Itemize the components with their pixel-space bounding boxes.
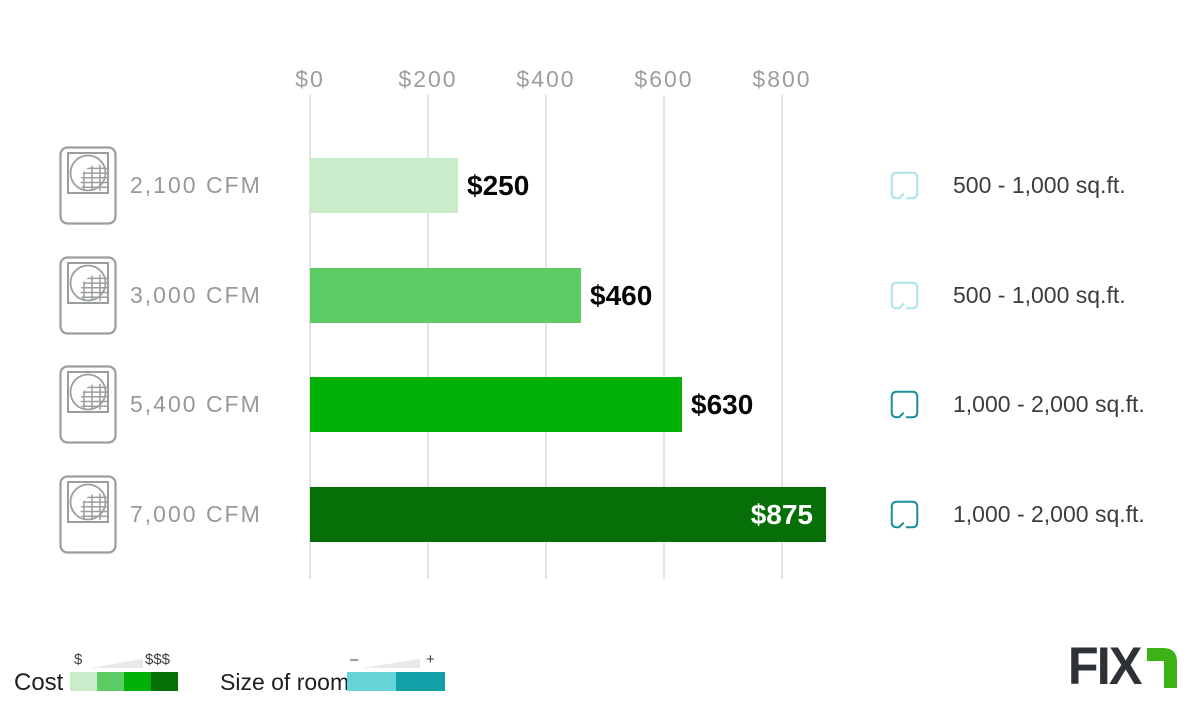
cost-scale-wedge [90, 659, 143, 668]
cost-color-scale [70, 672, 178, 691]
bar-value-label: $875 [750, 498, 813, 530]
cfm-label: 7,000 CFM [130, 501, 262, 527]
x-tick-label: $400 [516, 66, 576, 92]
cfm-label: 2,100 CFM [130, 172, 262, 198]
x-tick-label: $200 [398, 66, 458, 92]
cost-swatch-3 [124, 672, 151, 691]
room-swatch-2 [396, 672, 445, 691]
cost-scale-min: $ [74, 651, 83, 668]
room-color-scale [347, 672, 445, 691]
room-scale-max: + [426, 651, 435, 668]
fixr-logo-text: FIX [1067, 637, 1143, 696]
room-scale-wedge [362, 659, 420, 668]
fixr-logo-r-icon [1147, 648, 1178, 693]
chart-row: 7,000 CFM $875 1,000 - 2,000 sq.ft. [0, 475, 1200, 554]
room-size-label: 1,000 - 2,000 sq.ft. [953, 391, 1145, 417]
cost-bar [310, 487, 826, 542]
x-tick-label: $800 [752, 66, 812, 92]
cfm-label: 5,400 CFM [130, 391, 262, 417]
fan-grille-icon [59, 146, 117, 230]
cost-swatch-1 [70, 672, 97, 691]
cost-bar [310, 377, 682, 432]
room-size-label: 500 - 1,000 sq.ft. [953, 282, 1126, 308]
room-legend-label: Size of room [220, 669, 350, 695]
cost-scale-max: $$$ [145, 651, 171, 668]
cost-swatch-2 [97, 672, 124, 691]
cost-legend-label: Cost [14, 669, 64, 696]
cost-bar [310, 268, 581, 323]
fan-grille-icon [59, 365, 117, 449]
bar-value-label: $630 [691, 388, 754, 420]
x-tick-label: $600 [634, 66, 694, 92]
chart-row: 2,100 CFM $250 500 - 1,000 sq.ft. [0, 146, 1200, 225]
bar-value-label: $460 [590, 279, 653, 311]
chart-row: 3,000 CFM $460 500 - 1,000 sq.ft. [0, 256, 1200, 335]
cost-bar [310, 158, 458, 213]
room-scale-min: – [350, 651, 359, 668]
room-icon [889, 389, 920, 425]
x-tick-label: $0 [295, 66, 325, 92]
room-swatch-1 [347, 672, 396, 691]
bar-value-label: $250 [467, 169, 530, 201]
room-icon [889, 170, 920, 206]
room-size-label: 500 - 1,000 sq.ft. [953, 172, 1126, 198]
gridline-400 [545, 95, 547, 579]
gridline-600 [663, 95, 665, 579]
room-size-label: 1,000 - 2,000 sq.ft. [953, 501, 1145, 527]
room-icon [889, 280, 920, 316]
cfm-label: 3,000 CFM [130, 282, 262, 308]
fan-grille-icon [59, 475, 117, 559]
cost-swatch-4 [151, 672, 178, 691]
gridline-200 [427, 95, 429, 579]
gridline-800 [781, 95, 783, 579]
gridline-0 [309, 95, 311, 579]
chart-row: 5,400 CFM $630 1,000 - 2,000 sq.ft. [0, 365, 1200, 444]
room-icon [889, 499, 920, 535]
fixr-logo: FIX [1066, 637, 1178, 696]
fan-grille-icon [59, 256, 117, 340]
